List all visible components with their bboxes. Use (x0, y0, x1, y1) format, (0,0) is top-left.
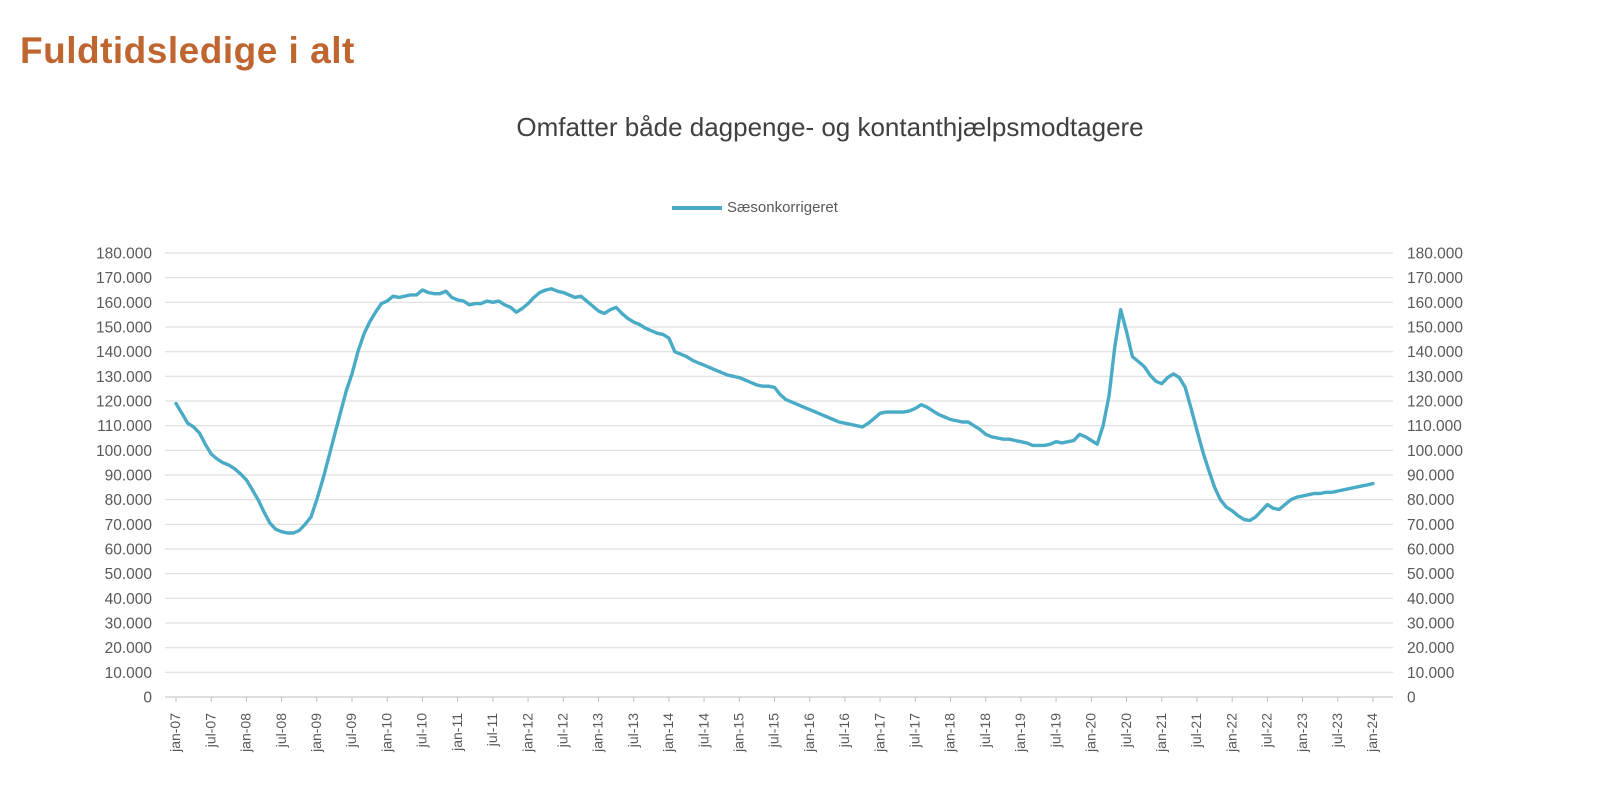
y-axis-label-right: 70.000 (1407, 517, 1455, 534)
y-axis-label-left: 0 (143, 690, 152, 707)
x-axis-tick-label: jan-13 (590, 713, 606, 753)
y-axis-label-right: 0 (1407, 690, 1416, 707)
x-axis-tick-label: jan-08 (238, 713, 254, 753)
y-axis-label-left: 180.000 (96, 246, 152, 263)
series-line-saesonkorrigeret (174, 287, 1375, 535)
x-axis-tick-label: jan-09 (308, 713, 324, 753)
y-axis-label-left: 20.000 (105, 640, 153, 657)
x-axis-tick-label: jul-07 (202, 713, 218, 748)
x-axis-tick-label: jul-10 (414, 713, 430, 748)
chart-title: Omfatter både dagpenge- og kontanthjælps… (516, 112, 1144, 142)
x-axis-tick-label: jul-16 (836, 713, 852, 748)
x-axis-tick-label: jan-21 (1153, 713, 1169, 753)
x-axis-tick-label: jul-17 (907, 713, 923, 748)
x-axis-tick-label: jan-19 (1012, 713, 1028, 753)
x-axis-tick-label: jul-19 (1047, 713, 1063, 748)
x-axis-tick-label: jan-16 (801, 713, 817, 753)
x-axis-tick-label: jul-21 (1188, 713, 1204, 748)
y-axis-label-right: 120.000 (1407, 394, 1463, 411)
x-axis-tick-label: jan-17 (871, 713, 887, 753)
y-axis-label-right: 130.000 (1407, 369, 1463, 386)
y-axis-label-left: 90.000 (105, 468, 153, 485)
x-axis-tick-label: jan-20 (1083, 713, 1099, 753)
y-axis-label-left: 170.000 (96, 270, 152, 287)
y-axis-label-right: 160.000 (1407, 295, 1463, 312)
y-axis-label-right: 20.000 (1407, 640, 1455, 657)
x-axis-tick-label: jul-22 (1259, 713, 1275, 748)
y-axis-label-right: 10.000 (1407, 665, 1455, 682)
y-axis-label-right: 110.000 (1407, 418, 1462, 435)
x-axis-tick-label: jan-12 (519, 713, 535, 753)
y-axis-label-left: 60.000 (105, 542, 153, 559)
y-axis-label-left: 160.000 (96, 295, 152, 312)
y-axis-label-left: 100.000 (96, 443, 152, 460)
x-axis-tick-label: jan-18 (942, 713, 958, 753)
x-axis-tick-label: jul-15 (766, 713, 782, 748)
legend: Sæsonkorrigeret (155, 199, 1355, 216)
x-axis-tick-label: jan-22 (1223, 713, 1239, 753)
x-axis-tick-label: jan-24 (1364, 713, 1380, 753)
y-axis-label-left: 30.000 (105, 616, 153, 633)
y-axis-label-left: 10.000 (105, 665, 153, 682)
y-axis-label-left: 80.000 (105, 492, 153, 509)
y-axis-label-right: 150.000 (1407, 320, 1463, 337)
x-axis-tick-label: jul-20 (1118, 713, 1134, 748)
y-axis-label-left: 70.000 (105, 517, 153, 534)
y-axis-label-right: 180.000 (1407, 246, 1463, 263)
x-axis-tick-label: jul-11 (484, 713, 500, 747)
x-axis-tick-label: jul-13 (625, 713, 641, 748)
y-axis-label-left: 140.000 (96, 344, 152, 361)
y-axis-label-right: 90.000 (1407, 468, 1455, 485)
x-axis-tick-label: jul-12 (555, 713, 571, 748)
y-axis-label-right: 170.000 (1407, 270, 1463, 287)
legend-line-swatch (672, 205, 723, 210)
y-axis-label-right: 100.000 (1407, 443, 1463, 460)
y-axis-label-left: 50.000 (105, 566, 153, 583)
x-axis-tick-label: jul-14 (695, 713, 711, 748)
y-axis-label-right: 50.000 (1407, 566, 1455, 583)
y-axis-label-left: 150.000 (96, 320, 152, 337)
legend-label: Sæsonkorrigeret (727, 199, 838, 216)
y-axis-label-right: 60.000 (1407, 542, 1455, 559)
x-axis-tick-label: jan-14 (660, 713, 676, 753)
x-axis-tick-label: jul-23 (1329, 713, 1345, 748)
x-axis-tick-label: jul-08 (273, 713, 289, 748)
y-axis-label-left: 130.000 (96, 369, 152, 386)
y-axis-label-right: 40.000 (1407, 591, 1455, 608)
x-axis-tick-label: jul-18 (977, 713, 993, 748)
y-axis-label-left: 120.000 (96, 394, 152, 411)
x-axis-tick-label: jan-07 (167, 713, 183, 753)
y-axis-label-right: 80.000 (1407, 492, 1455, 509)
x-axis-tick-label: jan-11 (449, 713, 465, 752)
x-axis-tick-label: jul-09 (343, 713, 359, 748)
y-axis-label-left: 110.000 (97, 418, 152, 435)
page-title: Fuldtidsledige i alt (20, 30, 355, 71)
y-axis-label-right: 140.000 (1407, 344, 1463, 361)
x-axis-tick-label: jan-10 (378, 713, 394, 753)
x-axis-tick-label: jan-23 (1294, 713, 1310, 753)
y-axis-label-left: 40.000 (105, 591, 153, 608)
x-axis-tick-label: jan-15 (731, 713, 747, 753)
y-axis-label-right: 30.000 (1407, 616, 1455, 633)
